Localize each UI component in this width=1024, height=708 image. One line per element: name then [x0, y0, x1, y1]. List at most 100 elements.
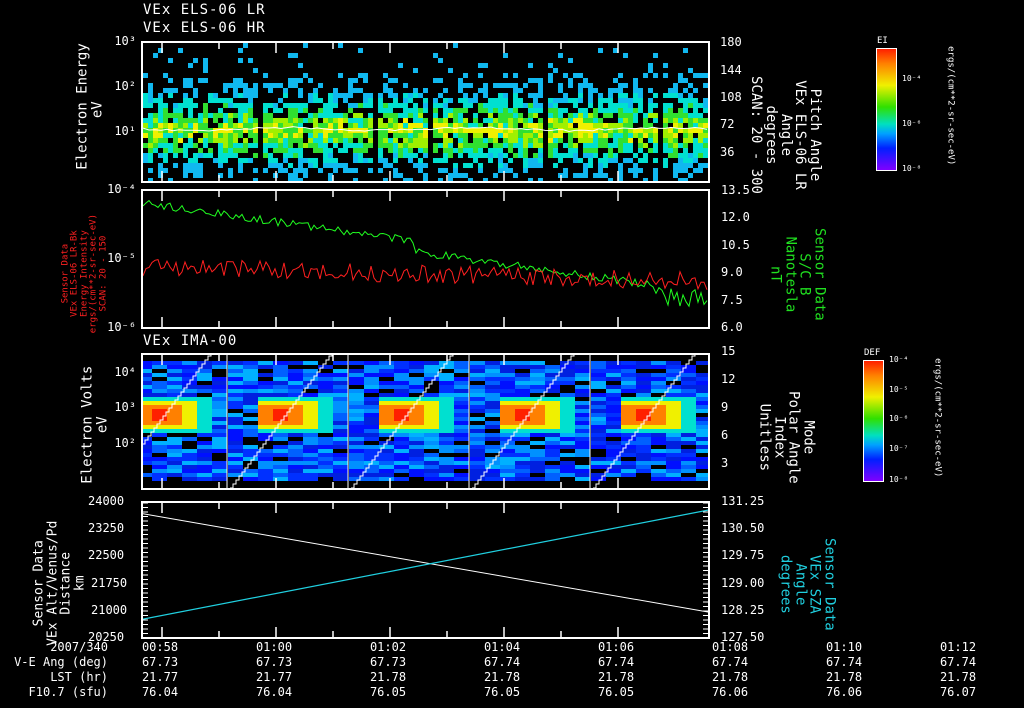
- bottom-axis-lst: 21.78: [369, 670, 407, 684]
- bottom-axis-ve_ang: 67.73: [255, 655, 293, 669]
- p4-ytick-right: 129.00: [721, 576, 765, 590]
- p2-ytick-right: 12.0: [721, 210, 750, 224]
- p4-ytick-left: 20250: [88, 630, 125, 644]
- p2-ytick-right: 9.0: [721, 265, 743, 279]
- def-colorbar-tick: 10⁻⁶: [889, 414, 909, 423]
- panel4-lineplot: [141, 501, 710, 639]
- panel3-heatmap: [143, 355, 708, 488]
- bottom-axis-times: 01:08: [711, 640, 749, 654]
- p1-ytick-right: 180: [720, 35, 742, 49]
- p3-ytick-right: 3: [721, 456, 729, 470]
- p1-ytick-right: 144: [720, 63, 742, 77]
- plot-title-line2: VEx ELS-06 HR: [143, 20, 266, 36]
- p4-ytick-left: 21000: [91, 603, 128, 617]
- panel4-lines: [143, 503, 708, 637]
- p3-ytick-left: 10⁴: [114, 365, 136, 379]
- p1-ylabel-right: Pitch Angle VEx ELS-06 LR Angle degrees …: [748, 75, 823, 194]
- bottom-axis-ve_ang: 67.74: [483, 655, 521, 669]
- ei-colorbar-tick: 10⁻⁶: [902, 119, 922, 128]
- bottom-row-label-lst: LST (hr): [50, 670, 108, 684]
- p3-ytick-left: 10²: [114, 436, 136, 450]
- p1-ytick-right: 108: [720, 90, 742, 104]
- plot-title-line1: VEx ELS-06 LR: [143, 2, 266, 18]
- bottom-axis-f107: 76.04: [255, 685, 293, 699]
- bottom-axis-lst: 21.77: [255, 670, 293, 684]
- p2-ytick-left: 10⁻⁶: [107, 320, 136, 334]
- p2-ytick-right: 13.5: [721, 183, 750, 197]
- ei-colorbar-units: ergs/(cm**2-sr-sec-eV): [945, 46, 956, 166]
- bottom-axis-f107: 76.05: [597, 685, 635, 699]
- bottom-axis-times: 01:00: [255, 640, 293, 654]
- bottom-axis-ve_ang: 67.74: [711, 655, 749, 669]
- panel3-title: VEx IMA-00: [143, 333, 238, 349]
- bottom-axis-lst: 21.78: [711, 670, 749, 684]
- panel3-spectrogram: [141, 353, 710, 490]
- def-colorbar-units: ergs/(cm**2-sr-sec-eV): [932, 358, 943, 478]
- def-colorbar-tick: 10⁻⁸: [889, 475, 909, 484]
- p2-ytick-left: 10⁻⁵: [107, 251, 136, 265]
- def-colorbar: [863, 360, 884, 482]
- bottom-axis-lst: 21.77: [141, 670, 179, 684]
- def-colorbar-title: DEF: [864, 348, 881, 358]
- bottom-axis-times: 01:06: [597, 640, 635, 654]
- ei-colorbar-tick: 10⁻⁴: [902, 74, 922, 83]
- bottom-axis-times: 01:02: [369, 640, 407, 654]
- bottom-axis-f107: 76.05: [483, 685, 521, 699]
- bottom-row-label-ve-ang: V-E Ang (deg): [14, 655, 108, 669]
- panel1-heatmap: [143, 43, 708, 181]
- bottom-axis-f107: 76.06: [711, 685, 749, 699]
- ei-colorbar-tick: 10⁻⁸: [902, 164, 922, 173]
- p2-ylabel-right: Sensor Data S/C B Nanotesla nT: [767, 228, 828, 321]
- p4-ytick-left: 22500: [88, 548, 125, 562]
- bottom-axis-f107: 76.04: [141, 685, 179, 699]
- def-colorbar-tick: 10⁻⁷: [889, 444, 909, 453]
- bottom-axis-ve_ang: 67.73: [369, 655, 407, 669]
- bottom-row-label-date: 2007/340: [50, 640, 108, 654]
- p4-ytick-left: 24000: [88, 494, 125, 508]
- p1-ylabel-left: Electron Energy eV: [74, 43, 105, 170]
- bottom-axis-lst: 21.78: [825, 670, 863, 684]
- p4-ytick-right: 130.50: [721, 521, 765, 535]
- p2-ytick-right: 7.5: [721, 293, 743, 307]
- p3-ytick-right: 6: [721, 428, 729, 442]
- bottom-axis-times: 01:04: [483, 640, 521, 654]
- ei-colorbar-title: EI: [877, 36, 888, 46]
- bottom-row-label-f107: F10.7 (sfu): [28, 685, 108, 699]
- bottom-axis-lst: 21.78: [483, 670, 521, 684]
- bottom-axis-lst: 21.78: [939, 670, 977, 684]
- p2-ytick-left: 10⁻⁴: [107, 182, 136, 196]
- p1-ytick-left: 10²: [114, 79, 136, 93]
- bottom-axis-ve_ang: 67.73: [141, 655, 179, 669]
- bottom-axis-ve_ang: 67.74: [939, 655, 977, 669]
- bottom-axis-f107: 76.05: [369, 685, 407, 699]
- p4-ytick-right: 128.25: [721, 603, 765, 617]
- bottom-axis-f107: 76.06: [825, 685, 863, 699]
- p4-ytick-right: 127.50: [721, 630, 765, 644]
- p3-ylabel-left: Electron Volts eV: [79, 365, 110, 484]
- p2-ylabel-left: Sensor Data VEx ELS-06 LR-Bk Energy Inte…: [60, 213, 109, 334]
- bottom-axis-lst: 21.78: [597, 670, 635, 684]
- bottom-axis-times: 00:58: [141, 640, 179, 654]
- p2-ytick-right: 6.0: [721, 320, 743, 334]
- panel1-spectrogram: [141, 41, 710, 183]
- p3-ytick-left: 10³: [114, 400, 136, 414]
- p3-ytick-right: 15: [721, 344, 736, 358]
- p1-ytick-left: 10³: [114, 34, 136, 48]
- p1-ytick-right: 72: [720, 117, 735, 131]
- p2-ytick-right: 10.5: [721, 238, 750, 252]
- ei-colorbar: [876, 48, 897, 171]
- p1-ytick-left: 10¹: [114, 124, 136, 138]
- p4-ylabel-left: Sensor Data VEx Alt/Venus/Pd Distance km: [31, 520, 88, 646]
- def-colorbar-tick: 10⁻⁴: [889, 355, 909, 364]
- panel2-lineplot: [141, 189, 710, 329]
- bottom-axis-f107: 76.07: [939, 685, 977, 699]
- p3-ytick-right: 12: [721, 372, 736, 386]
- panel2-lines: [143, 191, 708, 327]
- p3-ytick-right: 9: [721, 400, 729, 414]
- p3-ylabel-right: Mode Polar Angle Index Unitless: [756, 391, 817, 484]
- p4-ytick-left: 21750: [91, 576, 128, 590]
- p1-ytick-right: 36: [720, 145, 735, 159]
- p4-ytick-left: 23250: [88, 521, 125, 535]
- bottom-axis-times: 01:10: [825, 640, 863, 654]
- p4-ytick-right: 129.75: [721, 548, 765, 562]
